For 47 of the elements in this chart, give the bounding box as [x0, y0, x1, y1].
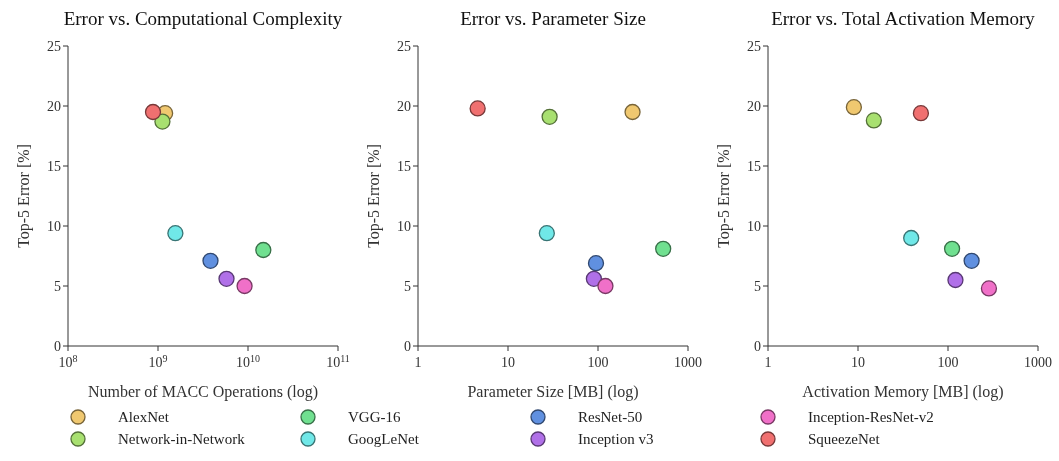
- x-tick-label: 1000: [674, 355, 702, 370]
- x-tick-label: 1: [764, 355, 772, 370]
- y-tick-label: 5: [404, 278, 411, 294]
- legend-label: Inception-ResNet-v2: [808, 408, 934, 426]
- y-tick-label: 25: [47, 38, 61, 54]
- chart-title: Error vs. Total Activation Memory: [770, 8, 1036, 31]
- x-tick-label: 100: [937, 355, 959, 370]
- legend-label: VGG-16: [348, 408, 401, 426]
- x-tick-label: 10$^{11}$: [326, 352, 350, 370]
- legend-label: AlexNet: [118, 408, 169, 426]
- y-tick-label: 25: [747, 38, 761, 54]
- y-axis-title: Top-5 Error [%]: [364, 144, 383, 248]
- chart-title: Error vs. Parameter Size: [459, 8, 647, 31]
- x-axis-title: Number of MACC Operations (log): [87, 383, 319, 402]
- y-tick-label: 5: [754, 278, 761, 294]
- y-tick-label: 0: [54, 338, 61, 354]
- y-tick-label: 0: [404, 338, 411, 354]
- x-tick-label: 10: [501, 355, 515, 370]
- x-axis-title: Activation Memory [MB] (log): [802, 383, 1004, 402]
- y-tick-label: 5: [54, 278, 61, 294]
- x-tick-label: 1000: [1024, 355, 1052, 370]
- y-tick-label: 0: [754, 338, 761, 354]
- legend-label: Inception v3: [578, 430, 654, 448]
- x-axis-title: Parameter Size [MB] (log): [467, 383, 639, 402]
- y-tick-label: 20: [397, 98, 411, 114]
- y-tick-label: 15: [47, 158, 61, 174]
- y-tick-label: 20: [47, 98, 61, 114]
- legend-label: ResNet-50: [578, 408, 643, 426]
- x-tick-label: 10$^{8}$: [58, 352, 78, 370]
- legend-label: SqueezeNet: [808, 430, 880, 448]
- chart-title: Error vs. Computational Complexity: [62, 8, 344, 31]
- y-tick-label: 15: [747, 158, 761, 174]
- y-tick-label: 25: [397, 38, 411, 54]
- y-tick-label: 10: [47, 218, 61, 234]
- y-axis-title: Top-5 Error [%]: [714, 144, 733, 248]
- x-tick-label: 100: [587, 355, 609, 370]
- y-axis-title: Top-5 Error [%]: [14, 144, 33, 248]
- legend-label: Network-in-Network: [118, 430, 245, 448]
- x-tick-label: 10$^{10}$: [236, 352, 260, 370]
- legend-label: GoogLeNet: [348, 430, 419, 448]
- x-tick-label: 10$^{9}$: [148, 352, 168, 370]
- y-tick-label: 20: [747, 98, 761, 114]
- y-tick-label: 10: [747, 218, 761, 234]
- x-tick-label: 10: [851, 355, 865, 370]
- y-tick-label: 15: [397, 158, 411, 174]
- y-tick-label: 10: [397, 218, 411, 234]
- x-tick-label: 1: [414, 355, 422, 370]
